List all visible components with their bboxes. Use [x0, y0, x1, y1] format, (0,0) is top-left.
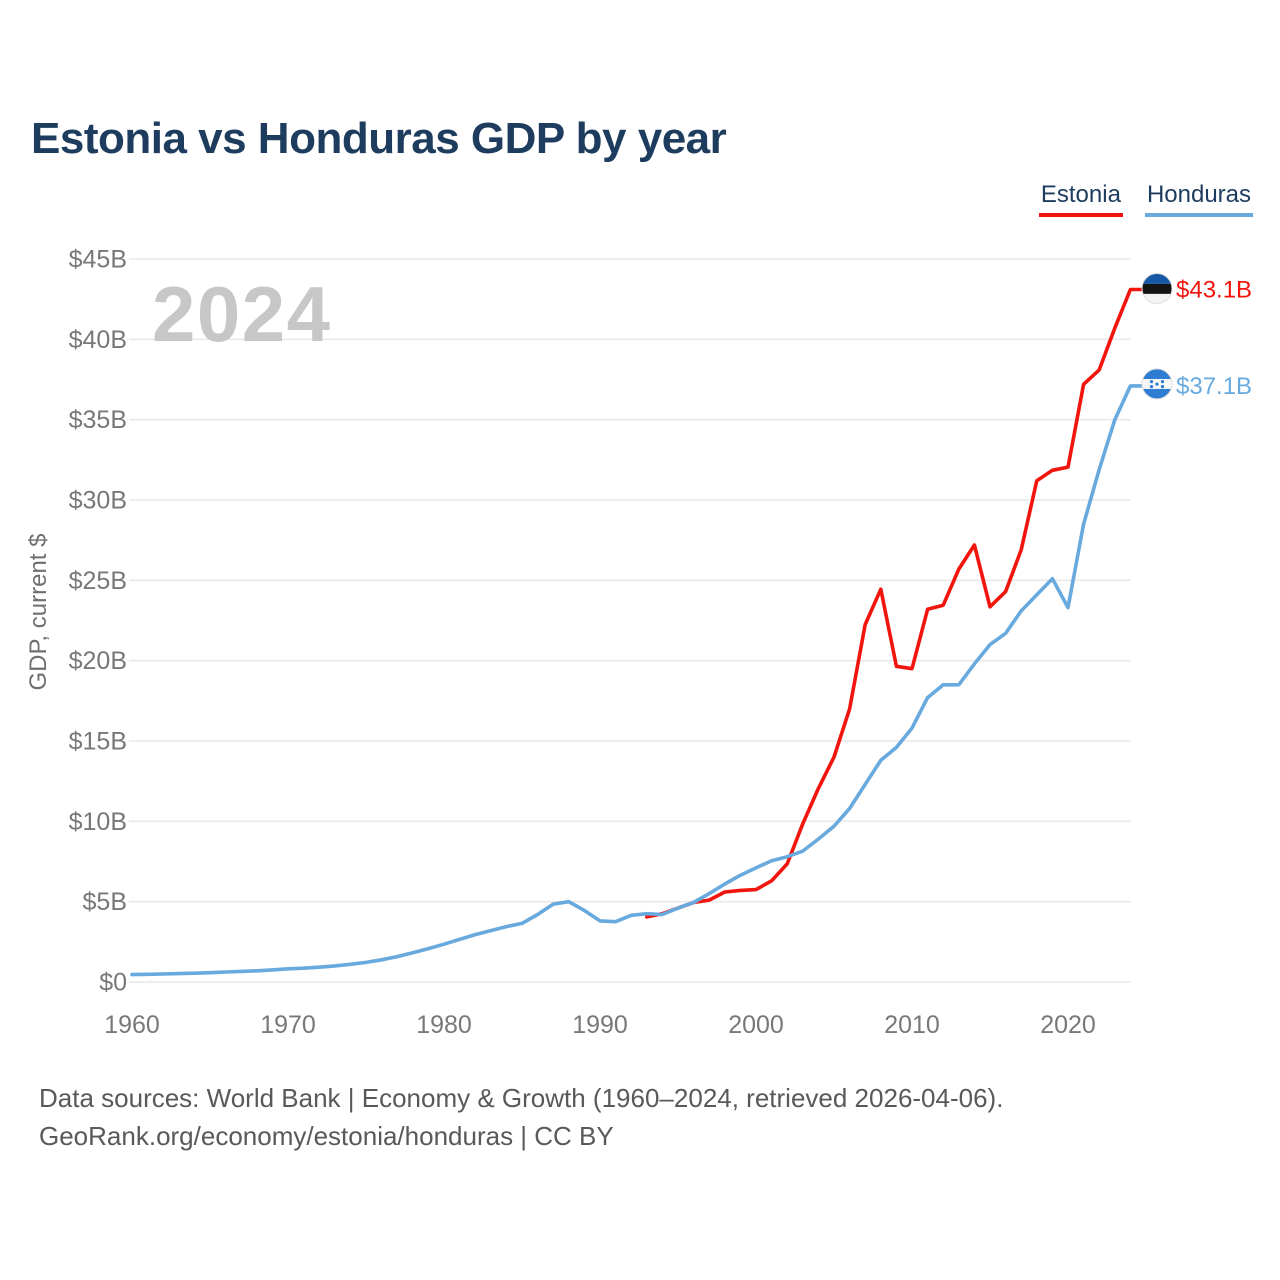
chart-title: Estonia vs Honduras GDP by year	[31, 114, 727, 163]
x-tick-label: 1980	[416, 1011, 472, 1039]
watermark-year: 2024	[152, 270, 332, 358]
source-line-1: Data sources: World Bank | Economy & Gro…	[39, 1083, 1004, 1113]
legend-item-estonia[interactable]: Estonia	[1038, 181, 1123, 217]
honduras-value-label: $37.1B	[1176, 373, 1252, 400]
legend-item-honduras[interactable]: Honduras	[1144, 181, 1253, 217]
y-tick-label: $35B	[69, 406, 127, 434]
legend-label-honduras: Honduras	[1146, 181, 1251, 208]
estonia-line	[645, 287, 1144, 919]
y-tick-label: $5B	[83, 888, 127, 916]
honduras-flag-ring	[1141, 368, 1173, 400]
source-attribution: Data sources: World Bank | Economy & Gro…	[39, 1079, 1003, 1155]
source-line-2: GeoRank.org/economy/estonia/honduras | C…	[39, 1121, 614, 1151]
x-tick-label: 1970	[260, 1011, 316, 1039]
x-tick-label: 2000	[728, 1011, 784, 1039]
y-axis-title: GDP, current $	[25, 534, 52, 691]
y-tick-label: $10B	[69, 808, 127, 836]
y-tick-label: $25B	[69, 567, 127, 595]
legend-underline-estonia	[1038, 213, 1123, 217]
honduras-line	[130, 384, 1144, 977]
legend-label-estonia: Estonia	[1040, 181, 1121, 208]
estonia-flag-ring	[1141, 273, 1173, 305]
y-tick-label: $30B	[69, 487, 127, 515]
y-tick-label: $0	[99, 969, 127, 997]
y-tick-label: $45B	[69, 246, 127, 274]
y-tick-label: $15B	[69, 728, 127, 756]
y-tick-label: $20B	[69, 647, 127, 675]
y-tick-label: $40B	[69, 326, 127, 354]
x-tick-label: 1990	[572, 1011, 628, 1039]
estonia-value-label: $43.1B	[1176, 277, 1252, 304]
x-tick-label: 2020	[1040, 1011, 1096, 1039]
legend: Estonia Honduras	[1038, 181, 1253, 217]
honduras-flag-badge	[1142, 368, 1172, 399]
x-tick-label: 1960	[104, 1011, 160, 1039]
estonia-flag-badge	[1142, 273, 1172, 304]
legend-underline-honduras	[1144, 213, 1253, 217]
x-tick-label: 2010	[884, 1011, 940, 1039]
